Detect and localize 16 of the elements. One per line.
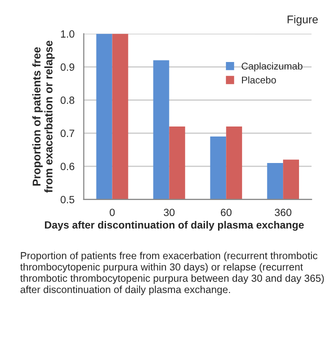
y-axis-title: Proportion of patients free from exacerbation or relapse [32, 40, 55, 193]
x-tick-label: 360 [274, 208, 292, 216]
text: Proportion of patients free from exacerbation (recurrent thrombotic thrombocytopenic purpura within 30 days) or relapse (recurrent thrombotic thrombocytopenic purpura between day 30 and day 365) after discontinuation of daily plasma exchange. [20, 252, 324, 296]
x-tick-label: 30 [164, 208, 175, 216]
y-tick-label: 0.9 [60, 63, 74, 71]
y-tick-label: 1.0 [61, 30, 74, 38]
y-tick-label: 0.8 [60, 96, 74, 104]
chart-title: Figure [288, 15, 318, 26]
legend-label: Caplacizumab [242, 62, 302, 72]
y-tick-label: 0.5 [60, 196, 74, 204]
legend-label: Placebo [242, 76, 276, 84]
x-tick-label: 60 [220, 208, 232, 216]
x-axis-title: Days after discontinuation of daily plasma exchange [44, 220, 304, 231]
y-tick-label: 0.6 [60, 162, 74, 170]
y-tick-label: 0.7 [60, 130, 74, 138]
x-tick-label: 0 [110, 208, 115, 216]
